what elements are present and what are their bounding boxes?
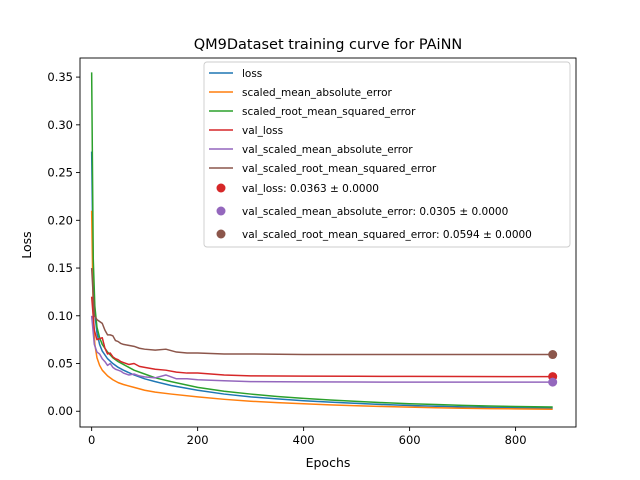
x-tick-label: 800 <box>505 433 527 447</box>
y-tick-label: 0.25 <box>47 166 73 180</box>
series-line-scaled-mean-absolute-error <box>90 210 553 410</box>
y-tick-label: 0.10 <box>47 309 73 323</box>
y-axis-label: Loss <box>19 231 34 258</box>
series-layer <box>90 72 553 410</box>
final-value-marker <box>548 377 558 387</box>
x-tick-label: 200 <box>187 433 209 447</box>
y-tick-label: 0.05 <box>47 357 73 371</box>
x-tick-label: 0 <box>88 433 95 447</box>
marker-layer <box>548 350 558 387</box>
legend-label: loss <box>242 68 262 80</box>
chart-title: QM9Dataset training curve for PAiNN <box>194 37 463 53</box>
legend-label: val_scaled_root_mean_squared_error: 0.05… <box>242 229 532 241</box>
legend-marker-swatch <box>216 183 226 193</box>
legend-label: val_loss: 0.0363 ± 0.0000 <box>242 183 379 195</box>
plot-frame <box>79 57 577 428</box>
series-line-val-loss <box>90 296 553 378</box>
y-tick-label: 0.35 <box>47 70 73 84</box>
y-tick-label: 0.15 <box>47 261 73 275</box>
legend-label: val_scaled_mean_absolute_error <box>242 144 413 156</box>
x-tick-label: 400 <box>293 433 315 447</box>
legend-marker-swatch <box>216 206 226 216</box>
y-tick-label: 0.30 <box>47 118 73 132</box>
plot-area <box>79 57 577 428</box>
legend: loss scaled_mean_absolute_error scaled_roo… <box>203 61 571 248</box>
legend-label: val_scaled_root_mean_squared_error <box>242 163 437 175</box>
series-line-val-scaled-root-mean-squared-error <box>90 267 553 356</box>
final-value-marker <box>548 350 558 360</box>
legend-label: val_scaled_mean_absolute_error: 0.0305 ±… <box>242 206 508 218</box>
series-line-val-scaled-mean-absolute-error <box>90 315 553 383</box>
legend-label: scaled_root_mean_squared_error <box>242 106 416 118</box>
series-line-scaled-root-mean-squared-error <box>90 72 553 408</box>
legend-label: scaled_mean_absolute_error <box>242 87 392 99</box>
series-line-loss <box>90 151 553 409</box>
legend-label: val_loss <box>242 125 283 137</box>
y-tick-label: 0.00 <box>47 404 73 418</box>
legend-items: loss scaled_mean_absolute_error scaled_roo… <box>209 68 532 241</box>
y-axis-ticks: 0.00 0.05 0.10 0.15 0.20 0.25 0.30 0.35 <box>47 70 80 418</box>
x-tick-label: 600 <box>399 433 421 447</box>
y-tick-label: 0.20 <box>47 213 73 227</box>
legend-marker-swatch <box>216 229 226 239</box>
x-axis-ticks: 0 200 400 600 800 <box>88 427 527 447</box>
x-axis-label: Epochs <box>306 455 351 470</box>
legend-box <box>203 61 571 248</box>
